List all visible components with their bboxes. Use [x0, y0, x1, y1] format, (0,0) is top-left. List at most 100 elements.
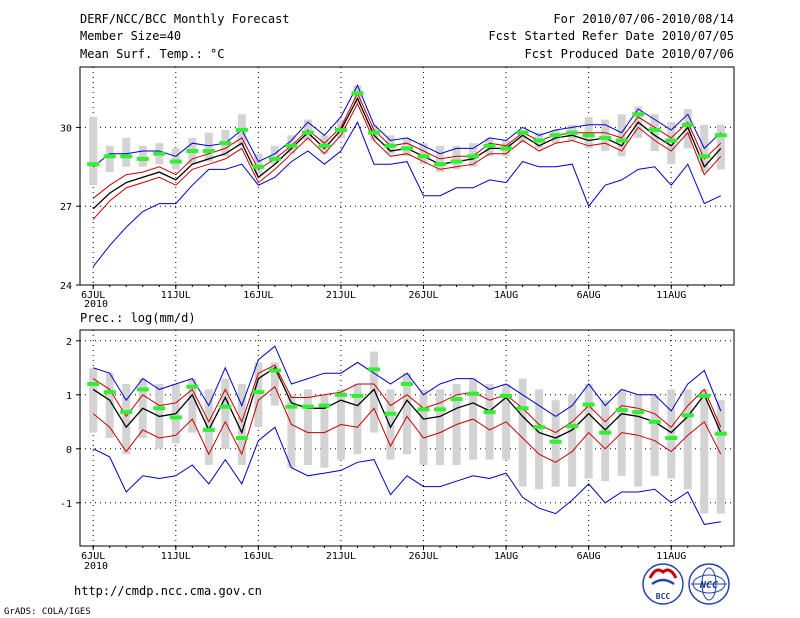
observation-marker: [681, 122, 694, 127]
spread-bar: [369, 351, 378, 433]
observation-marker: [103, 154, 116, 159]
temperature-y-axis: 24 27 30: [60, 123, 80, 292]
observation-marker: [318, 403, 331, 408]
observation-marker: [120, 154, 133, 159]
observation-marker: [500, 393, 513, 398]
observation-marker: [516, 130, 529, 135]
spread-bar: [419, 389, 428, 465]
observation-marker: [186, 384, 199, 389]
source-url[interactable]: http://cmdp.ncc.cma.gov.cn: [74, 584, 262, 598]
x-tick-label: 21JUL: [326, 551, 356, 562]
observation-marker: [648, 419, 661, 424]
bcc-logo-text: BCC: [656, 592, 671, 601]
observation-marker: [120, 410, 133, 415]
precipitation-variable-label: Prec.: log(mm/d): [80, 311, 196, 325]
series-line-min: [92, 426, 721, 525]
temperature-panel: 24 27 30 6JUL 11JUL 16JUL 21JUL 26JUL 1AUG 6AUG 1…: [60, 66, 735, 310]
x-tick-label: 21JUL: [326, 290, 356, 301]
observation-marker: [417, 154, 430, 159]
observation-marker: [467, 391, 480, 396]
spread-bar: [353, 384, 362, 455]
y-tick-label: 0: [66, 445, 72, 456]
spread-bar: [601, 119, 610, 152]
observation-marker: [202, 427, 215, 432]
ncc-logo: NCC: [688, 563, 730, 605]
observation-marker: [483, 410, 496, 415]
spread-bar: [122, 384, 131, 455]
observation-marker: [136, 387, 149, 392]
spread-bar: [237, 384, 246, 465]
observation-marker: [186, 149, 199, 154]
series-line-max: [92, 84, 722, 168]
observation-marker: [599, 430, 612, 435]
observation-marker: [401, 382, 413, 386]
spread-bar: [270, 145, 279, 165]
observation-marker: [351, 91, 364, 96]
observation-marker: [153, 406, 166, 411]
spread-bar: [105, 145, 114, 173]
spread-bar: [303, 389, 312, 465]
observation-marker: [549, 439, 562, 444]
y-tick-label: 30: [60, 123, 72, 134]
x-tick-label: 6JUL: [81, 551, 105, 562]
spread-bar: [634, 394, 643, 487]
observation-marker: [318, 143, 331, 148]
x-tick-label: 16JUL: [243, 290, 273, 301]
observation-marker: [483, 143, 496, 148]
member-size: Member Size=40: [80, 29, 181, 43]
observation-marker: [615, 138, 628, 143]
spread-bar: [204, 132, 213, 162]
precipitation-spread-bars: [89, 351, 725, 514]
temperature-year-label: 2010: [84, 299, 108, 310]
observation-marker: [367, 130, 380, 135]
y-tick-label: 2: [66, 337, 72, 348]
y-tick-label: 27: [60, 202, 72, 213]
observation-marker: [417, 407, 430, 412]
observation-marker: [169, 159, 182, 164]
observation-marker: [566, 130, 579, 135]
observation-marker: [285, 143, 298, 148]
series-line-lower: [92, 385, 722, 463]
observation-marker: [632, 112, 645, 117]
temperature-grid: [80, 67, 734, 286]
spread-bar: [452, 145, 461, 170]
observation-marker: [87, 382, 100, 386]
spread-bar: [254, 362, 263, 428]
temperature-observation-markers: [87, 91, 727, 169]
spread-bar: [89, 367, 98, 433]
forecast-produced-date: Fcst Produced Date 2010/07/06: [524, 47, 734, 61]
spread-bar: [518, 130, 527, 144]
y-tick-label: 1: [66, 391, 72, 402]
spread-bar: [716, 124, 725, 170]
temperature-x-axis: 6JUL 11JUL 16JUL 21JUL 26JUL 1AUG 6AUG 11AUG: [81, 285, 722, 301]
spread-bar: [667, 122, 676, 165]
observation-marker: [401, 146, 413, 151]
spread-bar: [716, 400, 725, 514]
observation-marker: [533, 425, 546, 430]
observation-marker: [301, 404, 314, 409]
spread-bar: [386, 389, 395, 460]
spread-bar: [320, 394, 329, 468]
observation-marker: [87, 162, 100, 167]
observation-marker: [450, 397, 463, 402]
spread-bar: [270, 362, 279, 406]
grads-credit: GrADS: COLA/IGES: [4, 607, 91, 617]
observation-marker: [500, 146, 513, 151]
ncc-logo-text: NCC: [699, 580, 718, 591]
series-line-upper: [92, 92, 722, 199]
spread-bar: [138, 145, 147, 167]
observation-marker: [632, 410, 645, 415]
spread-bar: [221, 378, 230, 449]
x-tick-label: 26JUL: [408, 551, 438, 562]
x-tick-label: 1AUG: [494, 551, 518, 562]
spread-bar: [518, 378, 527, 487]
series-line-min: [92, 121, 722, 267]
spread-bar: [403, 373, 411, 455]
observation-marker: [566, 424, 579, 429]
x-tick-label: 6AUG: [577, 551, 601, 562]
spread-bar: [419, 143, 428, 165]
observation-marker: [434, 162, 447, 167]
bcc-logo: BCC: [642, 563, 684, 605]
spread-bar: [105, 373, 114, 438]
series-line-mean: [92, 366, 722, 439]
